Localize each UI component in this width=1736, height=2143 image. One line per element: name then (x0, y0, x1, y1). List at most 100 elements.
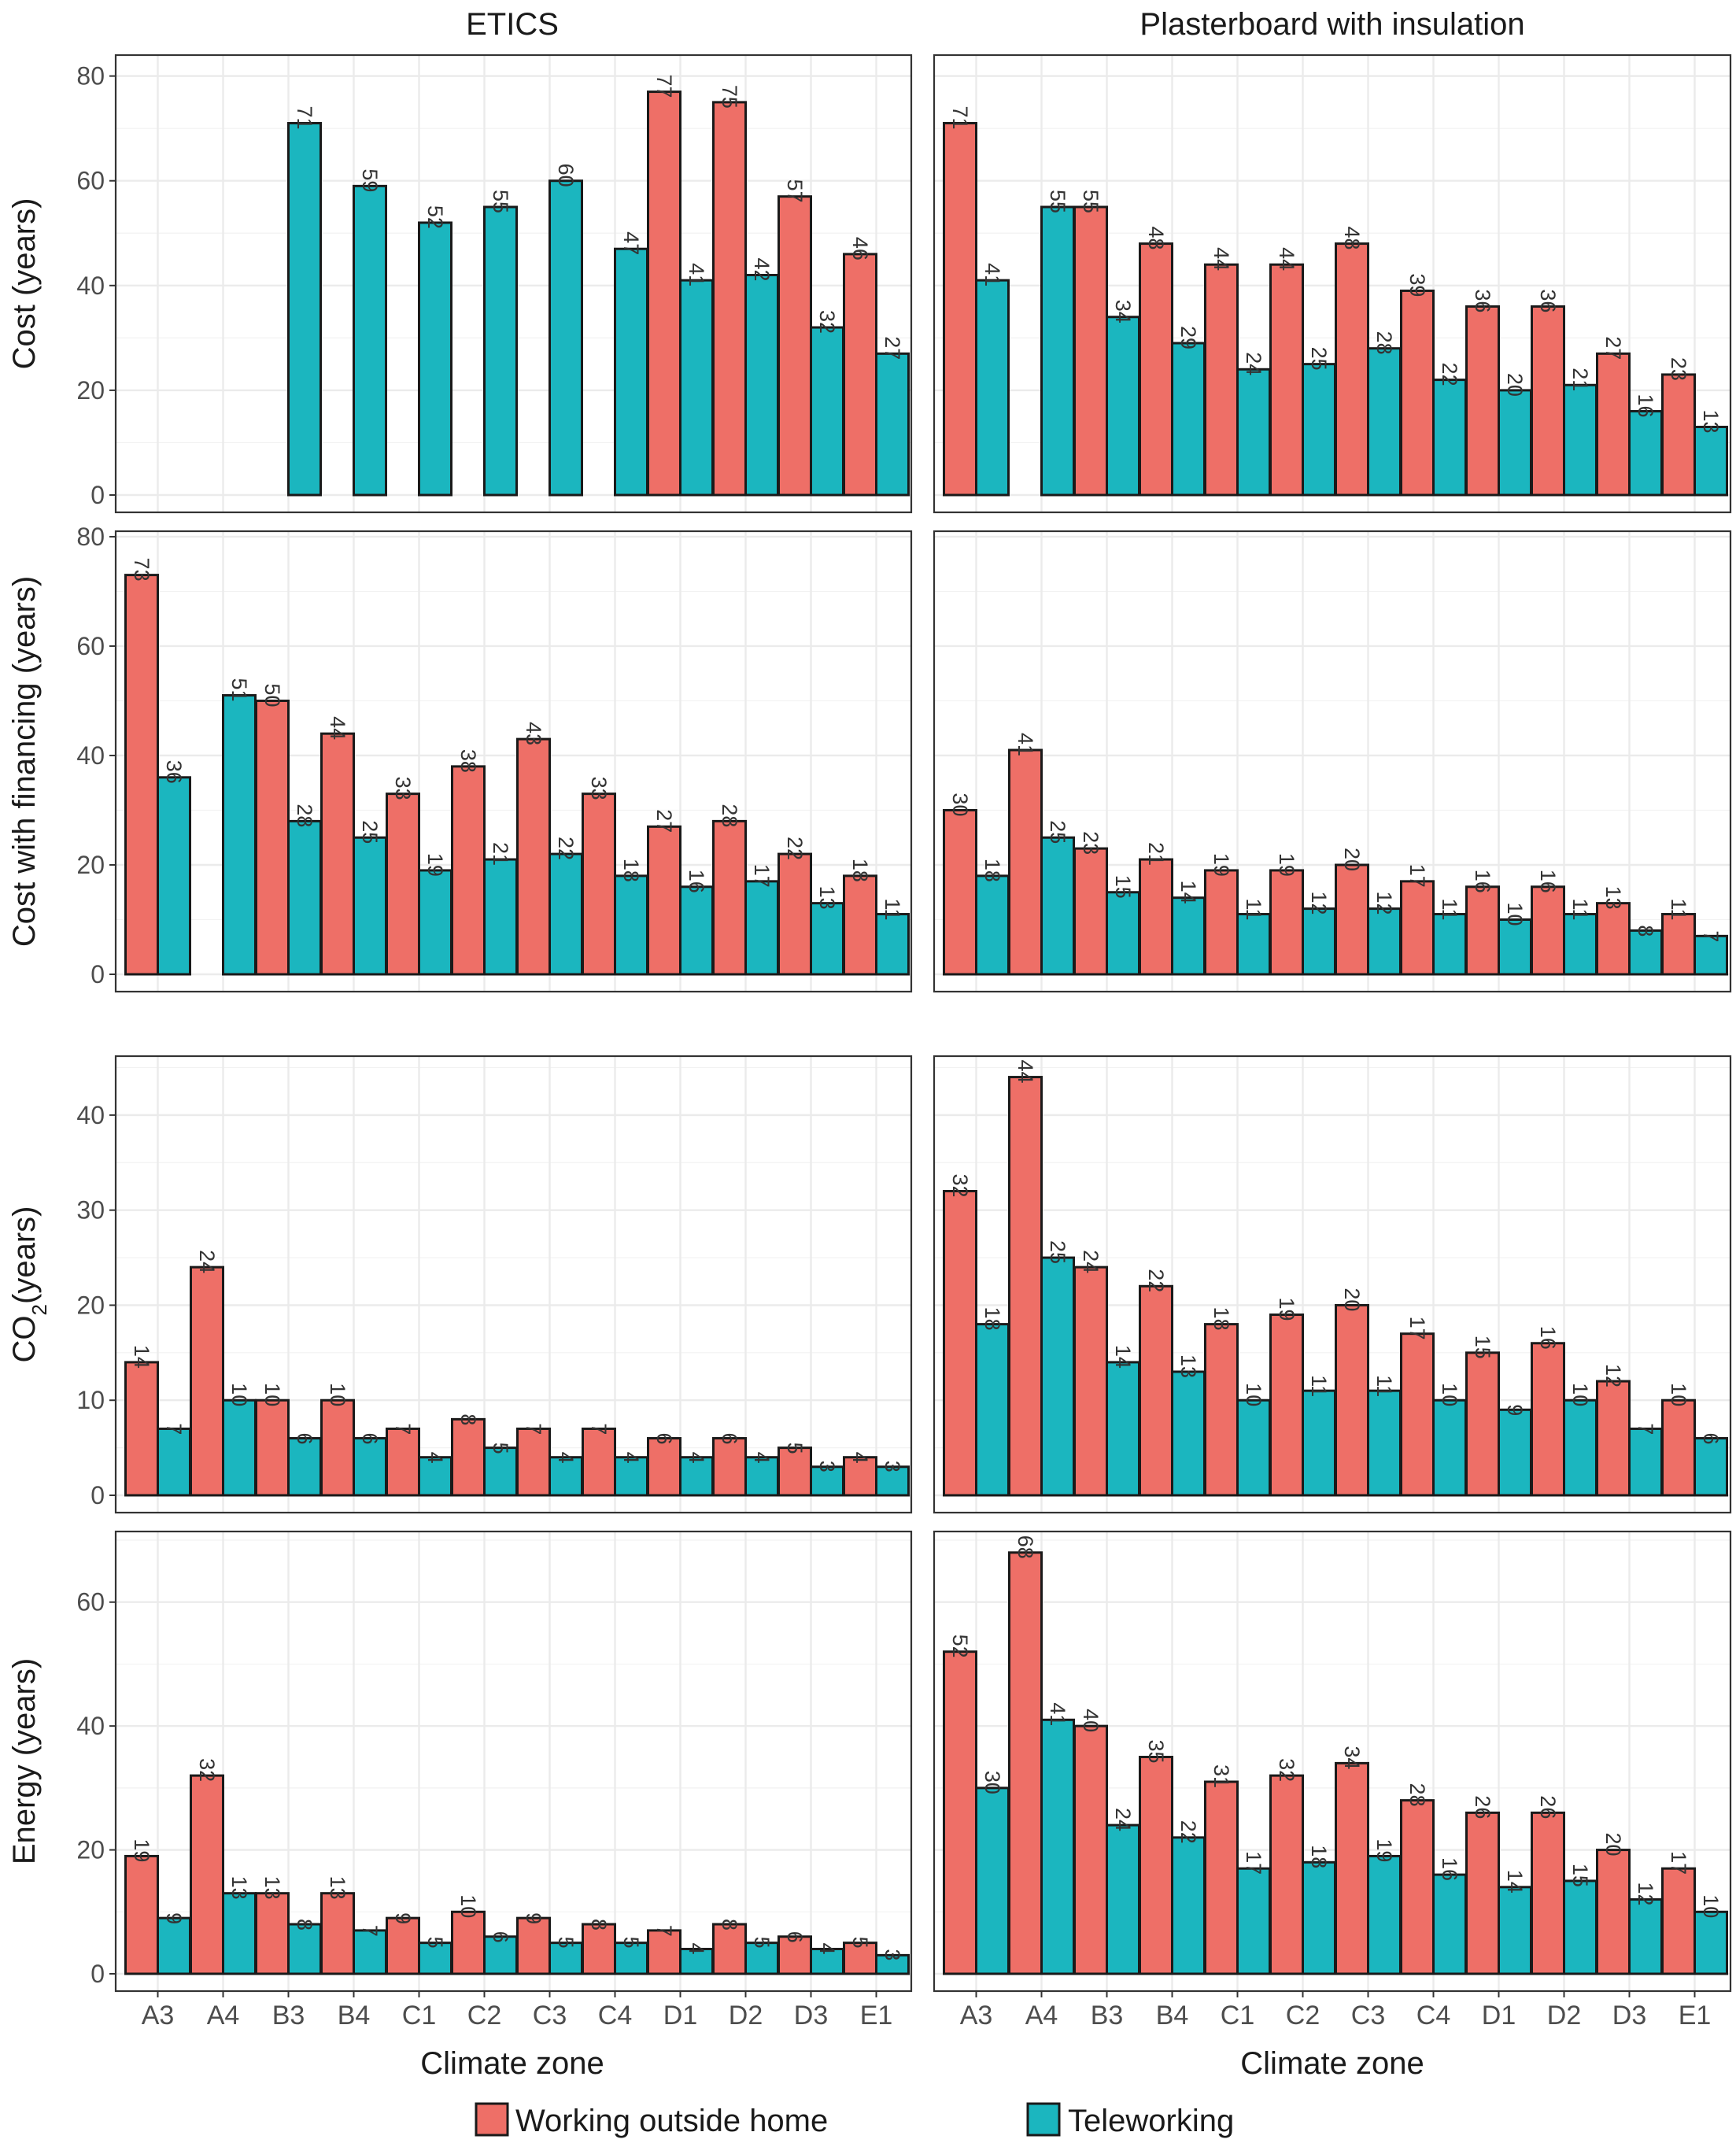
bar-working-outside-home-c3 (1335, 1761, 1369, 1975)
data-label-teleworking-c3: 22 (554, 837, 578, 860)
data-label-teleworking-b3: 6 (293, 1433, 316, 1445)
x-tick-label-d1: D1 (663, 2001, 697, 2030)
x-tick-label-a4: A4 (207, 2001, 240, 2030)
bar-teleworking-b4 (353, 184, 387, 497)
y-tick-label: 20 (76, 851, 105, 879)
column-title-etics: ETICS (466, 7, 559, 42)
data-label-teleworking-c2: 21 (489, 842, 512, 866)
bar-teleworking-b4 (1171, 896, 1206, 976)
data-label-working-outside-home-c2: 8 (456, 1413, 480, 1425)
bar-working-outside-home-c2 (1269, 1774, 1304, 1975)
bar-teleworking-a4 (1040, 1256, 1075, 1497)
bar-teleworking-b4 (353, 836, 387, 976)
bar-teleworking-c2 (1302, 1860, 1336, 1975)
data-label-teleworking-c1: 24 (1242, 352, 1265, 375)
data-label-teleworking-c3: 4 (554, 1452, 578, 1464)
data-label-teleworking-c3: 11 (1372, 1375, 1396, 1397)
data-label-working-outside-home-d2: 16 (1536, 1326, 1560, 1350)
data-label-teleworking-c3: 5 (554, 1937, 578, 1949)
data-label-working-outside-home-c4: 28 (1405, 1783, 1429, 1807)
data-label-working-outside-home-a3: 73 (130, 558, 153, 582)
data-label-teleworking-a3: 18 (981, 1307, 1004, 1331)
bar-teleworking-d2 (744, 880, 779, 976)
data-label-working-outside-home-a4: 32 (195, 1758, 219, 1782)
data-label-working-outside-home-c3: 48 (1340, 227, 1364, 250)
data-label-working-outside-home-d3: 5 (783, 1443, 807, 1454)
data-label-teleworking-a3: 9 (162, 1912, 186, 1924)
bar-teleworking-d2 (744, 1942, 779, 1975)
data-label-working-outside-home-a4: 44 (1014, 1060, 1037, 1084)
data-label-teleworking-d2: 10 (1568, 1383, 1592, 1406)
data-label-working-outside-home-d2: 8 (718, 1919, 741, 1931)
data-label-working-outside-home-b4: 44 (326, 716, 349, 740)
data-label-teleworking-b4: 6 (358, 1433, 382, 1445)
bar-teleworking-c4 (1432, 913, 1467, 976)
bar-teleworking-d3 (1628, 1427, 1663, 1497)
data-label-working-outside-home-c2: 19 (1275, 853, 1298, 877)
bar-working-outside-home-b3 (1073, 1724, 1108, 1975)
y-tick-label: 60 (76, 632, 105, 660)
bar-working-outside-home-c2 (451, 1417, 486, 1497)
bar-working-outside-home-d2 (1531, 1342, 1565, 1497)
panel-border (114, 530, 913, 993)
data-label-working-outside-home-d1: 36 (1471, 289, 1494, 312)
bar-teleworking-d3 (1628, 410, 1663, 497)
x-tick-label-c3: C3 (1351, 2001, 1385, 2030)
bar-teleworking-b4 (1171, 1836, 1206, 1975)
x-tick-label-c3: C3 (533, 2001, 567, 2030)
bar-working-outside-home-d3 (1596, 1849, 1631, 1975)
y-tick-label: 80 (76, 523, 105, 551)
data-label-teleworking-a4: 10 (227, 1383, 251, 1406)
bar-teleworking-d1 (1498, 389, 1532, 497)
bar-working-outside-home-e1 (1661, 913, 1696, 976)
data-label-teleworking-e1: 10 (1699, 1894, 1723, 1918)
y-axis-label-energy-years: Energy (years) (7, 1658, 42, 1864)
bar-teleworking-e1 (1694, 934, 1728, 976)
bar-teleworking-c2 (483, 205, 518, 497)
data-label-teleworking-d2: 5 (750, 1937, 774, 1949)
data-label-teleworking-c2: 55 (489, 190, 512, 213)
bar-working-outside-home-c3 (516, 1427, 551, 1497)
bar-working-outside-home-d1 (1465, 1811, 1500, 1975)
panel-cost-with-financing-years-plasterboard-with-insulation: 30 18 41 25 23 15 21 14 19 11 19 12 20 12 17 11 16 10 16 11… (933, 530, 1732, 993)
bar-teleworking-a4 (222, 694, 257, 976)
data-label-teleworking-c4: 16 (1438, 1857, 1461, 1881)
bar-teleworking-b3 (287, 1923, 322, 1975)
bar-teleworking-b4 (353, 1929, 387, 1975)
data-label-working-outside-home-d1: 16 (1471, 870, 1494, 893)
data-label-teleworking-c4: 10 (1438, 1383, 1461, 1406)
bar-working-outside-home-c4 (1400, 1332, 1435, 1497)
data-label-working-outside-home-a3: 52 (948, 1635, 972, 1658)
data-label-working-outside-home-c3: 9 (522, 1912, 545, 1924)
data-label-working-outside-home-d2: 6 (718, 1433, 741, 1445)
bar-working-outside-home-b3 (255, 1892, 290, 1975)
y-tick-label: 0 (90, 960, 105, 988)
data-label-teleworking-c3: 12 (1372, 892, 1396, 915)
data-label-working-outside-home-e1: 10 (1667, 1383, 1690, 1406)
data-label-teleworking-c3: 28 (1372, 331, 1396, 355)
data-label-teleworking-d3: 16 (1634, 393, 1657, 417)
bar-teleworking-d2 (1563, 1398, 1597, 1497)
y-tick-label: 0 (90, 1481, 105, 1509)
bar-teleworking-b3 (1106, 891, 1140, 976)
bar-working-outside-home-c3 (516, 737, 551, 976)
data-label-working-outside-home-c4: 8 (587, 1919, 611, 1931)
bar-teleworking-b3 (1106, 1361, 1140, 1497)
bar-working-outside-home-c4 (582, 1923, 616, 1975)
data-label-teleworking-d1: 16 (685, 870, 708, 893)
data-label-working-outside-home-b4: 13 (326, 1876, 349, 1900)
data-label-teleworking-c1: 52 (423, 205, 447, 229)
legend-swatch-teleworking (1026, 2102, 1061, 2137)
data-label-teleworking-d3: 32 (815, 310, 839, 334)
y-tick-label: 60 (76, 167, 105, 195)
data-label-teleworking-c2: 12 (1307, 892, 1331, 915)
y-tick-label: 20 (76, 1291, 105, 1319)
data-label-teleworking-e1: 6 (1699, 1433, 1723, 1445)
bar-teleworking-c1 (1236, 368, 1271, 497)
data-label-working-outside-home-c2: 44 (1275, 247, 1298, 271)
bar-teleworking-c4 (614, 1456, 648, 1497)
bar-teleworking-c1 (1236, 1398, 1271, 1497)
bar-working-outside-home-a3 (943, 122, 977, 497)
data-label-teleworking-d2: 21 (1568, 368, 1592, 391)
bar-working-outside-home-c2 (1269, 1314, 1304, 1497)
